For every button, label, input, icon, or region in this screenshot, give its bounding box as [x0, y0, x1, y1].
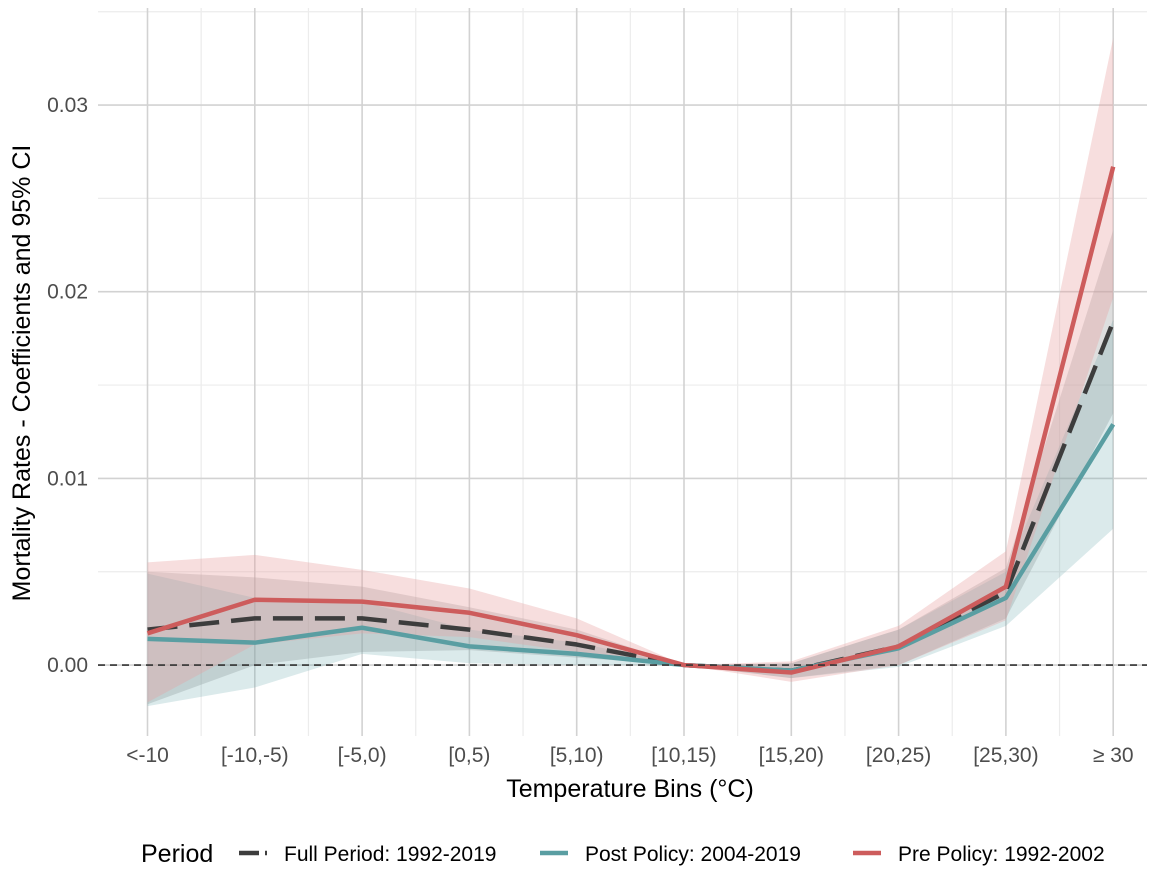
legend: Period Full Period: 1992-2019 Post Policy…: [141, 840, 1105, 868]
x-axis-title: Temperature Bins (°C): [506, 775, 754, 803]
y-tick-label: 0.00: [47, 654, 88, 677]
legend-item-3: Pre Policy: 1992-2002: [853, 843, 1105, 866]
x-tick-label: [-5,0): [338, 744, 387, 767]
x-tick-label: [10,15): [651, 744, 716, 767]
series-line-1: [147, 320, 1116, 673]
x-tick-label: [25,30): [973, 744, 1038, 767]
legend-item-1: Full Period: 1992-2019: [239, 843, 496, 866]
y-axis-title: Mortality Rates - Coefficients and 95% C…: [8, 145, 36, 602]
confidence-ribbons: [147, 37, 1114, 707]
series-line-2: [147, 423, 1116, 673]
x-tick-label: [5,10): [550, 744, 604, 767]
ci-ribbon-1: [147, 230, 1114, 705]
y-tick-label: 0.01: [47, 467, 88, 490]
legend-label-2: Post Policy: 2004-2019: [585, 843, 801, 866]
ci-ribbon-3: [147, 37, 1114, 703]
grid: [98, 8, 1147, 736]
y-tick-label: 0.03: [47, 94, 88, 117]
legend-label-3: Pre Policy: 1992-2002: [898, 843, 1105, 866]
y-tick-label: 0.02: [47, 281, 88, 304]
x-tick-label: <-10: [126, 744, 169, 767]
legend-title: Period: [141, 840, 213, 868]
y-tick-labels: 0.00 0.01 0.02 0.03: [47, 94, 88, 677]
x-tick-label: [0,5): [448, 744, 490, 767]
x-tick-label: ≥ 30: [1093, 744, 1134, 767]
ci-ribbon-2: [147, 319, 1114, 707]
legend-label-1: Full Period: 1992-2019: [284, 843, 496, 866]
x-tick-labels: <-10 [-10,-5) [-5,0) [0,5) [5,10) [10,15) [15,…: [126, 744, 1133, 767]
series-lines: [146, 166, 1116, 675]
x-tick-label: [15,20): [759, 744, 824, 767]
legend-item-2: Post Policy: 2004-2019: [540, 843, 801, 866]
x-tick-label: [20,25): [866, 744, 931, 767]
series-line-3: [146, 166, 1116, 675]
x-tick-label: [-10,-5): [221, 744, 289, 767]
